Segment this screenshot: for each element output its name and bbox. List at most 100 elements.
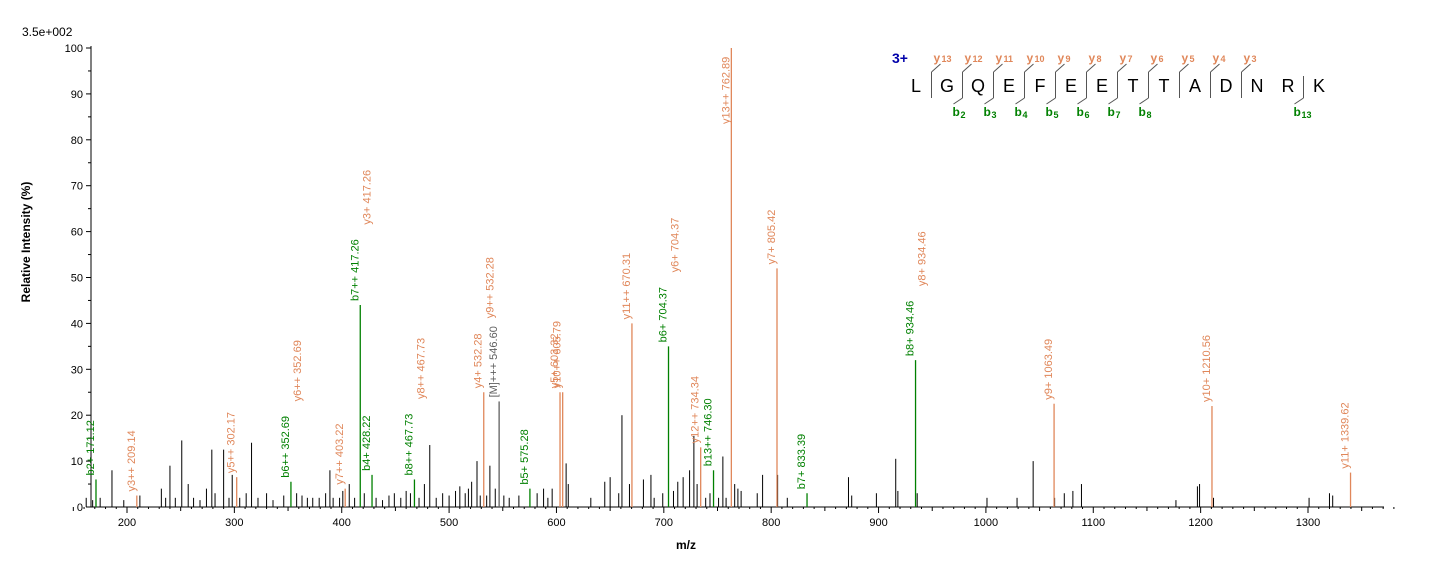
x-tick-label: 300 (225, 517, 243, 529)
b-ion-number: 6 (1085, 110, 1090, 120)
y-ion-number: 7 (1128, 54, 1133, 64)
peak-label-y-ion: y13++ 762.89 (720, 57, 732, 124)
b-ion-letter: b (953, 105, 960, 119)
b-ion-number: 7 (1116, 110, 1121, 120)
y-tick-label: 100 (65, 43, 83, 55)
x-tick-label: 600 (547, 517, 565, 529)
sequence-residue: N (1251, 76, 1264, 96)
x-tick-label: 1100 (1081, 517, 1105, 529)
sequence-residue: E (1096, 76, 1108, 96)
sequence-residue: Q (971, 76, 985, 96)
sequence-residue: D (1220, 76, 1233, 96)
y-fragment-hook (1117, 63, 1127, 73)
y-ion-number: 4 (1221, 54, 1226, 64)
x-tick-label: 1300 (1296, 517, 1320, 529)
y-ion-number: 10 (1035, 54, 1045, 64)
x-tick-label: 500 (440, 517, 458, 529)
peak-label-precursor-ion: [M]+++ 546.60 (488, 326, 500, 397)
y-tick-label: 30 (71, 364, 83, 376)
peak-label-y-ion: y8+ 934.46 (917, 231, 929, 286)
b-ion-letter: b (1294, 105, 1301, 119)
peak-label-y-ion: y5+ 603.32 (549, 334, 561, 389)
peak-label-b-ion: b4+ 428.22 (361, 415, 373, 470)
b-ion-letter: b (1046, 105, 1053, 119)
b-ion-letter: b (1139, 105, 1146, 119)
b-fragment-hook (1108, 97, 1118, 105)
peak-label-y-ion: y8++ 467.73 (415, 338, 427, 399)
y-tick-label: 40 (71, 318, 83, 330)
b-ion-number: 13 (1302, 110, 1312, 120)
peak-label-y-ion: y12++ 734.34 (690, 376, 702, 443)
sequence-residue: F (1035, 76, 1046, 96)
sequence-residue: E (1003, 76, 1015, 96)
x-tick-label: 700 (655, 517, 673, 529)
b-ion-number: 2 (961, 110, 966, 120)
y-tick-label: 20 (71, 410, 83, 422)
peak-label-b-ion: b5+ 575.28 (519, 429, 531, 484)
b-ion-number: 3 (992, 110, 997, 120)
peak-label-b-ion: b6+ 704.37 (658, 287, 670, 342)
peak-label-y-ion: y10++ 605.79 (552, 321, 564, 388)
peak-label-b-ion: b7++ 417.26 (349, 239, 361, 301)
annotated-peaks (95, 48, 1352, 507)
y-ion-letter: y (1120, 51, 1127, 65)
y-tick-label: 70 (71, 181, 83, 193)
peak-label-y-ion: y4+ 532.28 (473, 334, 485, 389)
peak-label-y-ion: y5++ 302.17 (226, 412, 238, 473)
y-fragment-hook (1179, 63, 1189, 73)
y-ion-letter: y (996, 51, 1003, 65)
y-tick-label: 90 (71, 89, 83, 101)
peak-label-y-ion: y6++ 352.69 (292, 340, 304, 401)
b-fragment-hook (1046, 97, 1056, 105)
y-tick-label: 80 (71, 135, 83, 147)
x-axis-label: m/z (676, 538, 696, 552)
y-ion-number: 12 (973, 54, 983, 64)
peak-label-b-ion: b2+ 171.12 (85, 420, 97, 475)
intensity-scale-label: 3.5e+002 (22, 25, 73, 39)
x-tick-label: 1000 (974, 517, 998, 529)
peak-label-y-ion: y9++ 532.28 (485, 257, 497, 318)
charge-state-label: 3+ (892, 50, 908, 66)
y-ion-letter: y (1213, 51, 1220, 65)
sequence-residue: L (911, 76, 921, 96)
y-fragment-hook (1024, 63, 1034, 73)
peak-label-b-ion: b6++ 352.69 (280, 416, 292, 478)
x-tick-label: 900 (869, 517, 887, 529)
peak-label-y-ion: y11++ 670.31 (621, 253, 633, 319)
b-fragment-hook (984, 97, 994, 105)
tick-marks: 0 10 20 30 40 50 60 70 80 90 100 200 300 400 500 600 700… (65, 43, 1395, 529)
peak-label-b-ion: b8+ 934.46 (905, 301, 917, 356)
y-ion-number: 9 (1066, 54, 1071, 64)
y-ion-letter: y (1244, 51, 1251, 65)
y-fragment-hook (1241, 63, 1251, 73)
y-ion-letter: y (1151, 51, 1158, 65)
b-fragment-hook (953, 97, 963, 105)
peak-label-y-ion: y7++ 403.22 (334, 423, 346, 484)
y-axis-label: Relative Intensity (%) (19, 182, 33, 303)
x-tick-label: 400 (333, 517, 351, 529)
sequence-residue: T (1128, 76, 1139, 96)
y-fragment-hook (993, 63, 1003, 73)
x-tick-label: 1200 (1188, 517, 1212, 529)
b-fragment-hook (1015, 97, 1025, 105)
y-tick-label: 0 (77, 502, 83, 514)
peak-label-y-ion: y3+ 417.26 (361, 170, 373, 225)
unlabeled-peaks (85, 415, 1334, 507)
y-ion-number: 13 (942, 54, 952, 64)
y-ion-letter: y (1027, 51, 1034, 65)
y-fragment-hook (962, 63, 972, 73)
peak-label-y-ion: y3++ 209.14 (126, 430, 138, 491)
b-fragment-hook (1294, 97, 1304, 105)
y-fragment-hook (1210, 63, 1220, 73)
sequence-residue: T (1159, 76, 1170, 96)
y-fragment-hook (1055, 63, 1065, 73)
b-ion-number: 4 (1023, 110, 1028, 120)
y-fragment-hook (1148, 63, 1158, 73)
y-fragment-hook (931, 63, 941, 73)
peak-label-y-ion: y7+ 805.42 (766, 210, 778, 265)
x-tick-label: 800 (762, 517, 780, 529)
y-ion-number: 3 (1252, 54, 1257, 64)
b-fragment-hook (1077, 97, 1087, 105)
b-ion-letter: b (984, 105, 991, 119)
